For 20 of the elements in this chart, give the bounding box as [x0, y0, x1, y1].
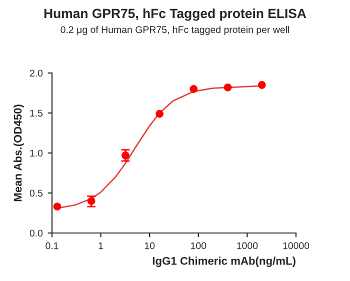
x-tick-label: 10 — [144, 242, 155, 250]
x-axis-title: IgG1 Chimeric mAb(ng/mL) — [152, 256, 296, 268]
x-tick-label: 1000 — [237, 242, 258, 250]
chart-title: Human GPR75, hFc Tagged protein ELISA — [44, 8, 306, 21]
chart-subtitle: 0.2 μg of Human GPR75, hFc tagged protein per well — [60, 26, 290, 36]
x-tick-label: 10000 — [283, 242, 310, 250]
y-tick-label: 1.5 — [30, 110, 43, 117]
y-tick-label: 2.0 — [30, 70, 43, 77]
y-tick-label: 0.0 — [30, 230, 43, 237]
y-tick-label: 0.5 — [30, 190, 43, 197]
x-tick-label: 1 — [98, 242, 104, 250]
y-tick-label: 1.0 — [30, 150, 43, 157]
point — [190, 85, 198, 93]
point — [156, 110, 164, 118]
y-axis-title: Mean Abs.(OD450) — [14, 104, 24, 202]
point — [258, 81, 266, 89]
x-tick-label: 0.1 — [46, 242, 58, 250]
point — [53, 202, 62, 211]
point — [224, 83, 232, 92]
x-tick-label: 100 — [191, 242, 206, 250]
